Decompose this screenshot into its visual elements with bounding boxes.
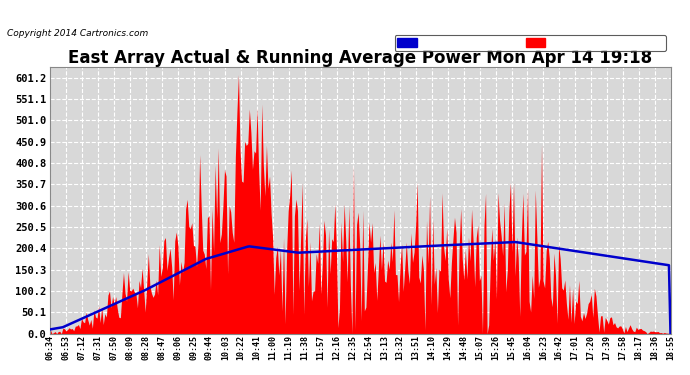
Text: Copyright 2014 Cartronics.com: Copyright 2014 Cartronics.com <box>7 28 148 38</box>
Legend: Average  (DC Watts), East Array  (DC Watts): Average (DC Watts), East Array (DC Watts… <box>395 35 666 51</box>
Title: East Array Actual & Running Average Power Mon Apr 14 19:18: East Array Actual & Running Average Powe… <box>68 49 653 67</box>
